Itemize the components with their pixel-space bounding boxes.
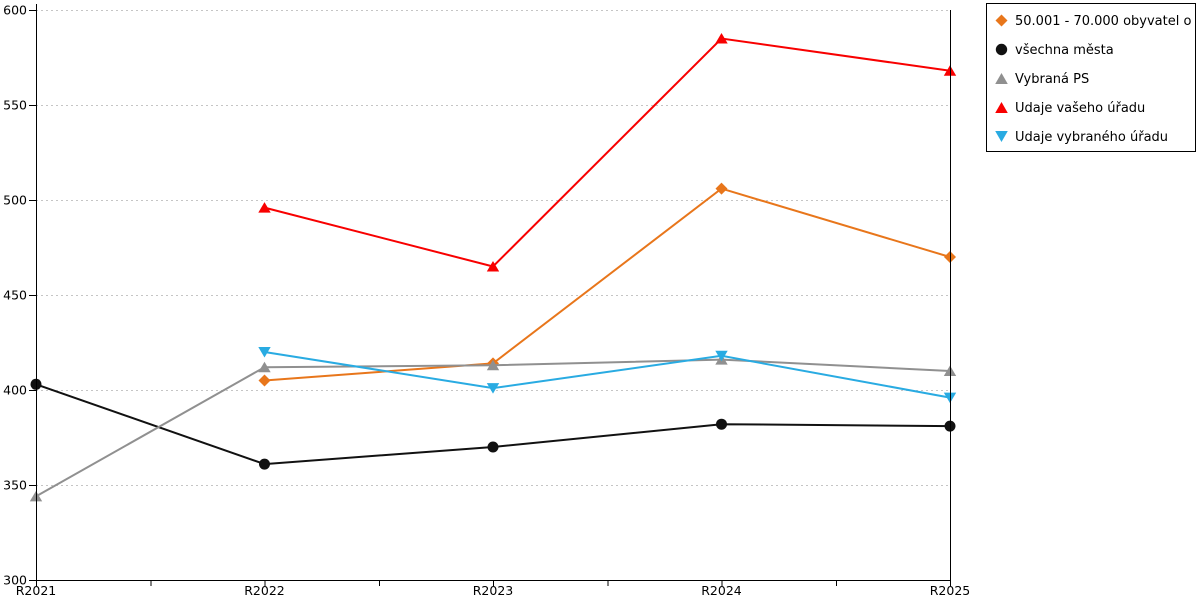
data-point bbox=[715, 350, 728, 362]
data-point bbox=[486, 383, 500, 394]
data-point bbox=[258, 202, 271, 213]
data-point bbox=[487, 441, 499, 453]
x-tick-label: R2022 bbox=[244, 583, 285, 598]
series-line bbox=[35, 358, 951, 498]
data-point bbox=[715, 33, 728, 44]
triangle-up-icon bbox=[995, 73, 1008, 84]
data-point bbox=[258, 361, 271, 373]
triangle-down-icon bbox=[995, 131, 1008, 142]
legend-label: všechna města bbox=[1015, 42, 1114, 57]
legend-item[interactable]: všechna města bbox=[995, 35, 1191, 64]
y-tick-label: 300 bbox=[3, 573, 27, 588]
legend-label: 50.001 - 70.000 obyvatel obc... bbox=[1015, 13, 1191, 28]
x-tick-label: R2025 bbox=[930, 583, 971, 598]
y-tick-label: 600 bbox=[3, 3, 27, 18]
legend-item[interactable]: Vybraná PS bbox=[995, 64, 1191, 93]
legend-item[interactable]: Údaje vybraného úřadu bbox=[995, 122, 1191, 151]
legend-label: Údaje vašeho úřadu bbox=[1015, 100, 1146, 115]
legend-item[interactable]: 50.001 - 70.000 obyvatel obc... bbox=[995, 6, 1191, 35]
y-tick-label: 500 bbox=[3, 193, 27, 208]
data-point bbox=[258, 347, 271, 358]
legend-item[interactable]: Údaje vašeho úřadu bbox=[995, 93, 1191, 122]
circle-icon bbox=[995, 43, 1008, 56]
x-tick-label: R2023 bbox=[473, 583, 514, 598]
data-point bbox=[486, 359, 500, 371]
legend-label: Vybraná PS bbox=[1015, 71, 1090, 86]
y-tick-label: 550 bbox=[3, 98, 27, 113]
data-point bbox=[716, 418, 727, 430]
triangle-up-icon bbox=[995, 102, 1008, 113]
data-point bbox=[258, 374, 271, 387]
y-tick-label: 400 bbox=[3, 383, 27, 398]
series-line bbox=[264, 187, 951, 382]
series-line bbox=[264, 351, 951, 399]
x-tick-label: R2021 bbox=[16, 583, 57, 598]
diamond-icon bbox=[995, 14, 1008, 27]
legend: 50.001 - 70.000 obyvatel obc... všechna … bbox=[986, 3, 1196, 152]
data-point bbox=[715, 182, 728, 195]
data-point bbox=[259, 458, 270, 470]
y-tick-label: 450 bbox=[3, 288, 27, 303]
series-line bbox=[264, 37, 951, 268]
data-point bbox=[486, 261, 500, 272]
legend-label: Údaje vybraného úřadu bbox=[1015, 129, 1169, 144]
x-tick-label: R2024 bbox=[701, 583, 742, 598]
y-tick-label: 350 bbox=[3, 478, 27, 493]
